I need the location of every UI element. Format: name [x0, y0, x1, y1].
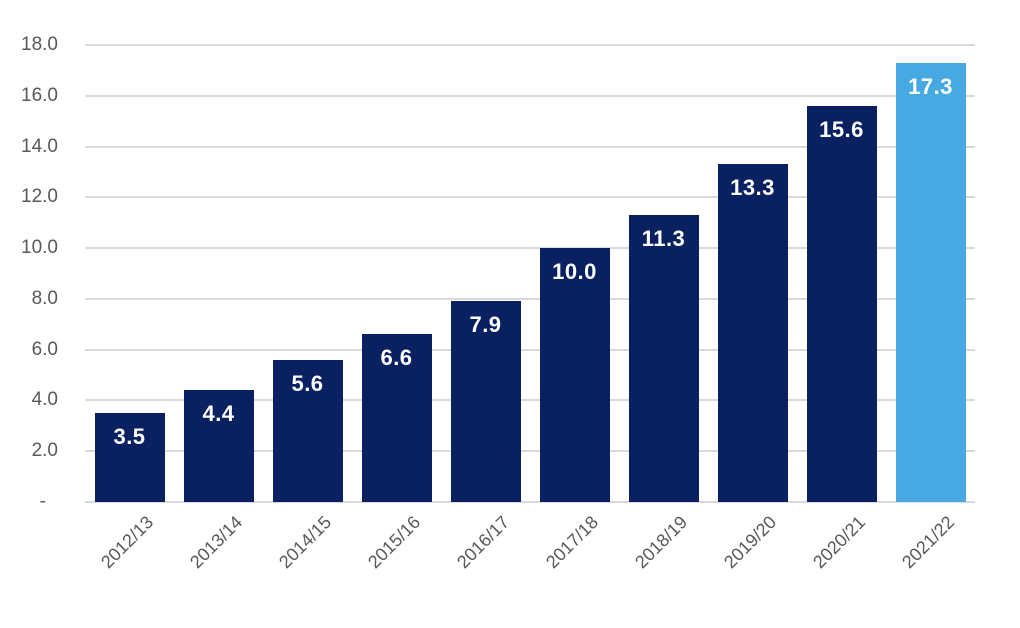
- bar-2017-18: [539, 248, 610, 502]
- x-tick-label: 2018/19: [631, 512, 692, 573]
- y-tick-label: 14.0: [21, 135, 58, 157]
- bar-2013-14: [183, 390, 254, 502]
- y-tick-label: 16.0: [21, 84, 58, 106]
- bar-value-label: 6.6: [380, 345, 413, 371]
- bar-value-label: 13.3: [730, 175, 775, 201]
- bar-value-label: 7.9: [469, 312, 502, 338]
- y-tick-label: 6.0: [31, 338, 58, 360]
- x-tick-label: 2012/13: [97, 512, 158, 573]
- bar-value-label: 4.4: [202, 401, 235, 427]
- y-tick-label: 8.0: [31, 287, 58, 309]
- bar-value-label: 15.6: [819, 116, 864, 142]
- x-tick-label: 2015/16: [364, 512, 425, 573]
- bar-2014-15: [272, 359, 343, 502]
- gridline: [85, 145, 975, 148]
- gridline: [85, 399, 975, 402]
- bar-value-label: 11.3: [641, 226, 686, 252]
- y-tick-label: 10.0: [21, 237, 58, 259]
- x-tick-label: 2021/22: [898, 512, 959, 573]
- bar-value-label: 17.3: [908, 73, 953, 99]
- y-tick-label: -: [39, 491, 46, 512]
- gridline: [85, 348, 975, 351]
- y-tick-label: 2.0: [31, 440, 58, 462]
- y-tick-label: 18.0: [21, 34, 58, 55]
- bar-value-label: 5.6: [291, 370, 324, 396]
- bar-value-label: 10.0: [552, 259, 597, 285]
- x-tick-label: 2014/15: [275, 512, 336, 573]
- bar-2012-13: [94, 413, 165, 502]
- x-tick-label: 2019/20: [720, 512, 781, 573]
- y-tick-label: 12.0: [21, 186, 58, 208]
- gridline: [85, 196, 975, 199]
- bar-2016-17: [450, 301, 521, 502]
- gridline: [85, 450, 975, 453]
- gridline: [85, 94, 975, 97]
- gridline: [85, 44, 975, 46]
- gridline: [85, 501, 975, 503]
- x-tick-label: 2017/18: [542, 512, 603, 573]
- x-tick-label: 2013/14: [186, 512, 247, 573]
- y-tick-label: 4.0: [31, 389, 58, 411]
- gridline: [85, 247, 975, 250]
- bar-value-label: 3.5: [113, 424, 146, 450]
- bar-2018-19: [628, 215, 699, 502]
- bar-2019-20: [717, 164, 788, 502]
- bar-2015-16: [361, 334, 432, 502]
- x-tick-label: 2016/17: [453, 512, 514, 573]
- x-tick-label: 2020/21: [809, 512, 870, 573]
- bar-2021-22: [895, 62, 966, 502]
- bar-2020-21: [806, 105, 877, 502]
- gridline: [85, 297, 975, 300]
